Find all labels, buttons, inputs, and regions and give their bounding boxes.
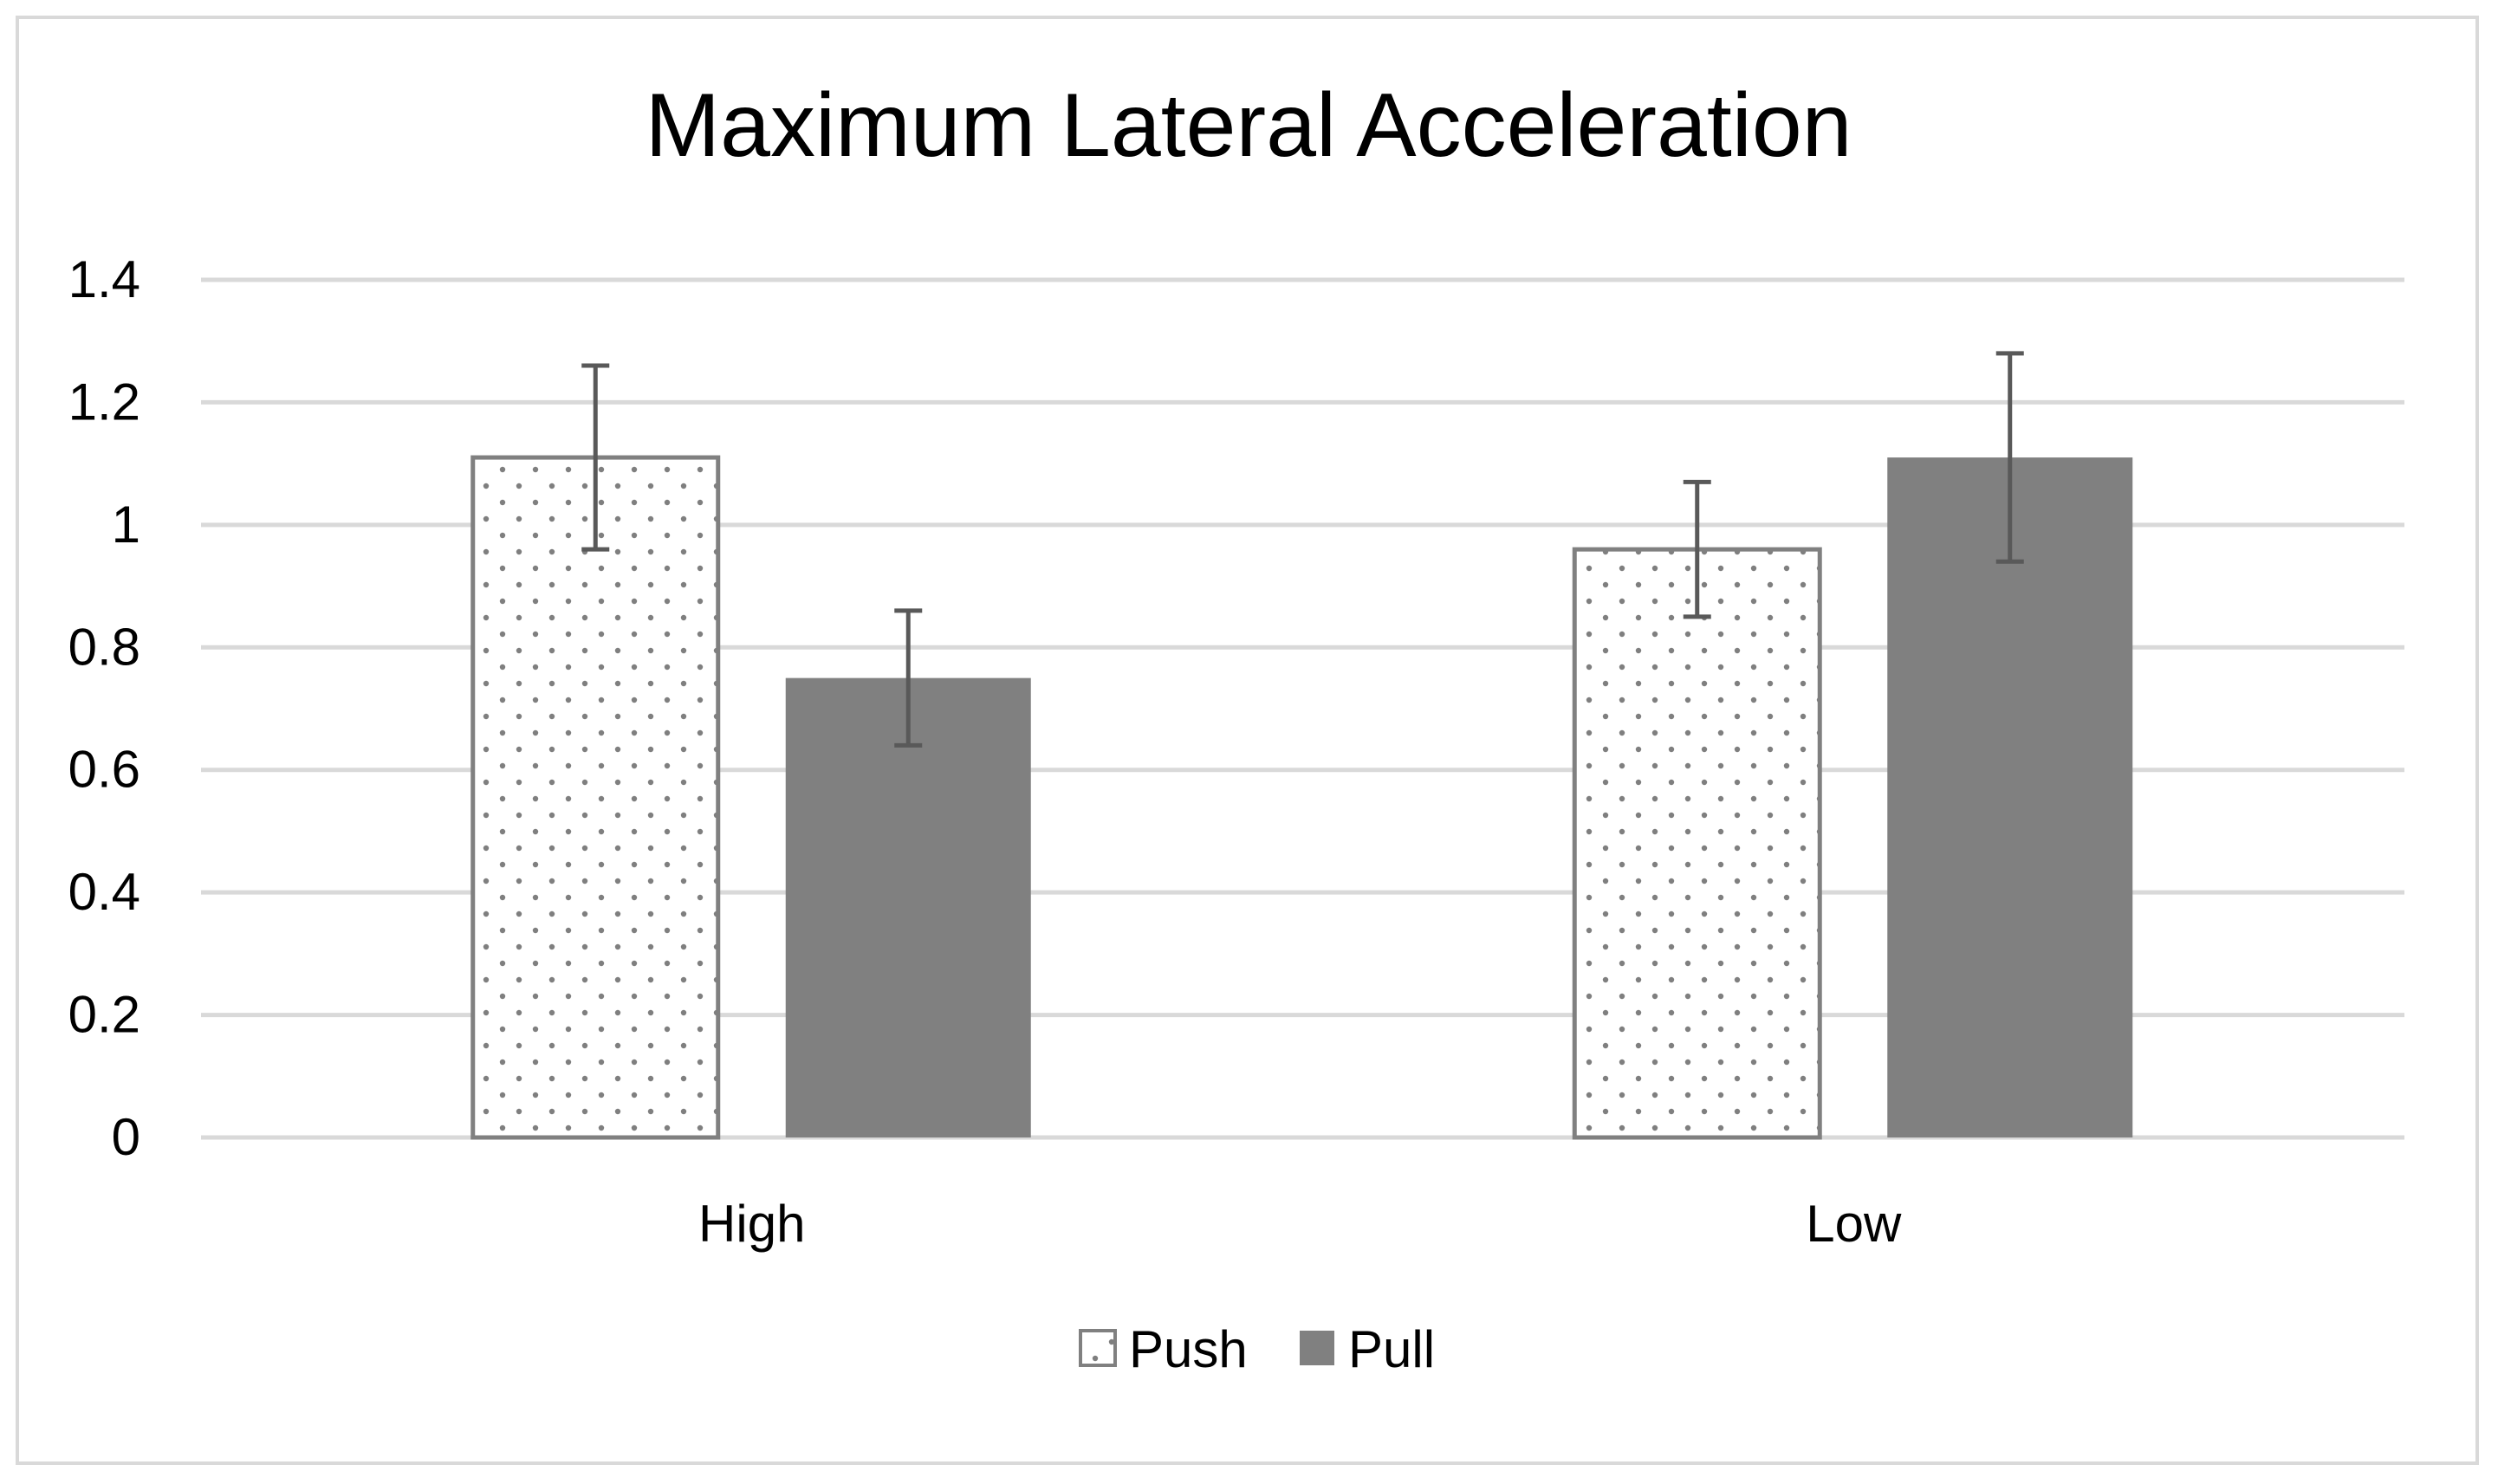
y-axis-tick-labels: 0 0.2 0.4 0.6 0.8 1 1.2 1.4 [68,250,140,1166]
y-tick-label: 0.8 [68,618,140,676]
y-tick-label: 1.4 [68,250,140,308]
error-bars [581,351,2024,748]
y-tick-label: 1.2 [68,373,140,431]
x-tick-label: High [698,1195,805,1253]
y-tick-label: 0.4 [68,863,140,921]
legend-label-push: Push [1129,1320,1248,1378]
y-tick-label: 0 [112,1108,140,1166]
bar-push-high [470,455,721,1140]
bar-pull-low [1887,457,2133,1137]
y-tick-label: 0.2 [68,986,140,1044]
legend-swatch-push [1079,1329,1117,1367]
legend: Push Pull [1079,1320,1435,1378]
legend-label-pull: Pull [1348,1320,1435,1378]
y-tick-label: 1 [112,496,140,554]
bars [470,455,2133,1140]
bar-pull-high [785,677,1031,1137]
y-tick-label: 0.6 [68,741,140,799]
chart-title: Maximum Lateral Acceleration [645,75,1852,176]
x-tick-label: Low [1806,1195,1902,1253]
bar-push-low [1572,547,1822,1140]
x-axis-tick-labels: High Low [698,1195,1902,1253]
legend-swatch-pull [1300,1331,1334,1365]
